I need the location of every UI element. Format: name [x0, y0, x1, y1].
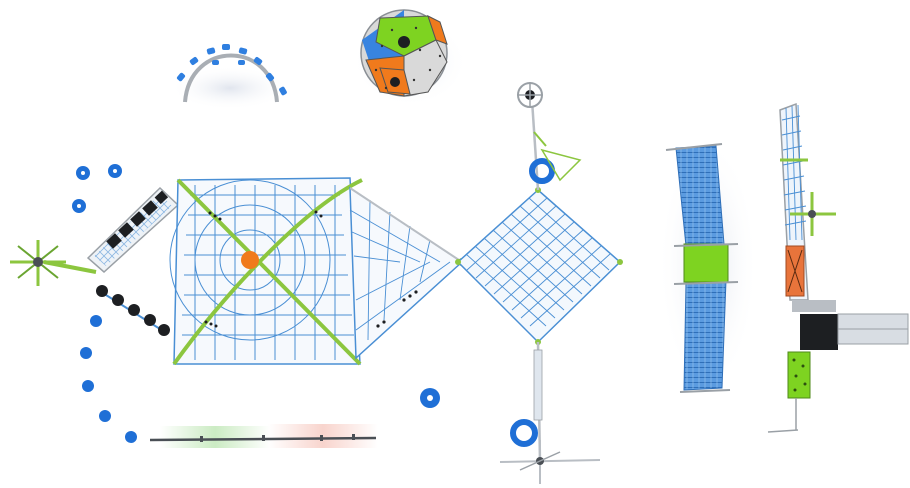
- arch-handrail[interactable]: [170, 44, 290, 110]
- slide-deck-icon: [800, 314, 838, 350]
- tower-green-panel: [787, 351, 811, 399]
- black-ball-chain[interactable]: [96, 285, 170, 336]
- tire-bridge[interactable]: [86, 186, 180, 274]
- ring-icon: [510, 419, 538, 447]
- triangle-net[interactable]: [349, 186, 466, 360]
- slide-tower[interactable]: [767, 102, 909, 433]
- tower-bottom[interactable]: [499, 341, 601, 484]
- balance-beam[interactable]: [149, 424, 378, 448]
- step-disc[interactable]: [125, 431, 137, 443]
- tower-top[interactable]: [517, 82, 582, 191]
- spinner-left-icon[interactable]: [10, 240, 97, 286]
- ring-icon: [529, 158, 555, 184]
- tower-spinner-icon: [790, 192, 836, 236]
- step-disc[interactable]: [82, 380, 94, 392]
- pyramid-net[interactable]: [169, 177, 363, 366]
- step-disc[interactable]: [90, 315, 102, 327]
- step-disc[interactable]: [80, 347, 92, 359]
- arch-grip-icons: [176, 44, 287, 96]
- tube-tunnel[interactable]: [658, 135, 758, 395]
- diamond-net[interactable]: [455, 187, 623, 345]
- net-hub-icon: [241, 251, 259, 269]
- tire-icons: [106, 190, 169, 249]
- tunnel-green-band: [683, 243, 729, 283]
- step-disc[interactable]: [99, 410, 111, 422]
- climbing-dome-icon[interactable]: [352, 9, 468, 107]
